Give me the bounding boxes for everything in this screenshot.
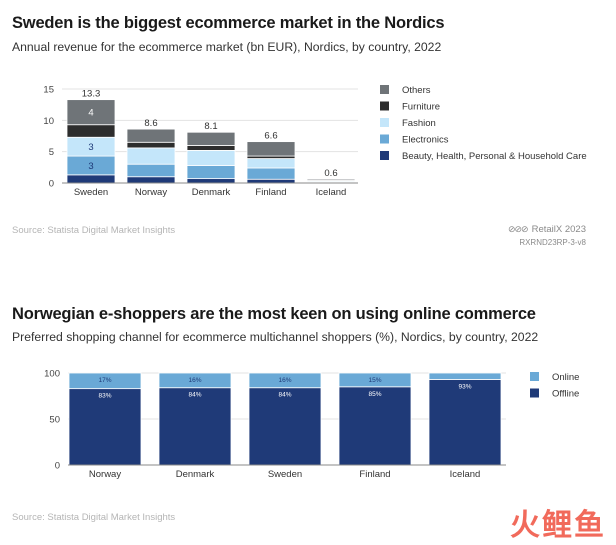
chart1-bar-electronics	[126, 163, 176, 178]
chart1-category-label: Denmark	[192, 187, 231, 198]
chart2-legend-label: Online	[552, 372, 579, 383]
chart1-legend-label: Furniture	[402, 102, 440, 113]
chart2-data-label: 16%	[278, 377, 291, 384]
chart1-category-label: Iceland	[316, 187, 347, 198]
chart2-bar-offline	[158, 387, 232, 466]
chart1-bar-furniture	[66, 124, 116, 138]
chart2-bar-online	[248, 372, 322, 389]
chart2-bar-offline	[338, 386, 412, 466]
chart2-ytick-label: 100	[44, 369, 60, 380]
chart2-category-label: Denmark	[176, 469, 215, 480]
chart2-category-label: Sweden	[268, 469, 302, 480]
chart1-bar-fashion	[126, 147, 176, 165]
chart1-bar-beauty-health-personal-household-care	[186, 178, 236, 184]
chart2-ytick-label: 50	[49, 415, 60, 426]
chart2-bar-online	[68, 372, 142, 390]
chart1-total-label: 13.3	[82, 89, 101, 100]
chart1-bar-fashion	[246, 158, 296, 169]
chart2-plot: 0 50 100 83% 17% Norway 84% 16% Denmark 84% 16% Swe…	[44, 369, 579, 481]
chart2-title: Norwegian e-shoppers are the most keen o…	[12, 305, 536, 323]
chart1-legend-swatch	[380, 101, 389, 111]
chart1-bar-others	[126, 128, 176, 143]
retailx-logo-icon: ⊘⊘⊘	[507, 224, 529, 234]
chart2-bar-online	[428, 372, 502, 380]
chart1-code: RXRND23RP-3-v8	[519, 238, 586, 247]
chart1-total-label: 8.6	[144, 118, 157, 129]
chart2-category-label: Iceland	[450, 469, 481, 480]
chart1-bar-beauty-health-personal-household-care	[246, 178, 296, 184]
chart2-bar-offline	[428, 379, 502, 466]
chart2-data-label: 84%	[278, 392, 291, 399]
chart1-legend-label: Beauty, Health, Personal & Household Car…	[402, 151, 587, 162]
chart1-total-label: 8.1	[204, 121, 217, 132]
chart1-legend-swatch	[380, 134, 389, 144]
chart2-source: Source: Statista Digital Market Insights	[12, 512, 176, 523]
chart1-bar-others	[186, 131, 236, 146]
chart2-data-label: 17%	[98, 377, 111, 384]
chart2-legend-swatch	[530, 372, 539, 381]
chart1-bar-others	[66, 99, 116, 126]
chart1-legend-label: Fashion	[402, 118, 436, 129]
chart1-brand: ⊘⊘⊘ RetailX 2023	[508, 224, 586, 235]
chart1-category-label: Norway	[135, 187, 167, 198]
chart1-bar-others	[246, 141, 296, 157]
chart1-source: Source: Statista Digital Market Insights	[12, 225, 176, 236]
chart1-category-label: Sweden	[74, 187, 108, 198]
chart2-category-label: Finland	[359, 469, 390, 480]
chart1-bar-electronics	[246, 167, 296, 180]
chart1-legend-swatch	[380, 85, 389, 94]
chart2-subtitle: Preferred shopping channel for ecommerce…	[12, 330, 539, 344]
chart1-segment-label: 4	[88, 108, 93, 119]
chart2-bar-offline	[248, 387, 322, 466]
chart1-bar-others	[306, 178, 356, 181]
chart2-bar-offline	[68, 388, 142, 466]
chart1-ytick-label: 15	[43, 85, 54, 96]
chart1-segment-label: 3	[88, 161, 93, 172]
chart1-legend-label: Electronics	[402, 135, 449, 146]
chart1-legend-swatch	[380, 151, 389, 160]
chart1-bar-fashion	[186, 150, 236, 166]
chart1-segment-label: 3	[88, 142, 93, 153]
chart1-ytick-label: 0	[49, 179, 54, 190]
chart2-data-label: 83%	[98, 393, 111, 400]
chart1-total-label: 0.6	[324, 168, 337, 179]
chart1-plot: 0 5 10 15 3 3 4 13.3 Sweden 8.6 Norway 8.1 Denmark 6.…	[43, 85, 587, 199]
chart1-total-label: 6.6	[264, 131, 277, 142]
chart2-category-label: Norway	[89, 469, 121, 480]
chart2-legend-swatch	[530, 388, 539, 398]
chart1-bar-furniture	[186, 145, 236, 151]
chart1-ytick-label: 5	[49, 147, 54, 158]
chart1-ytick-label: 10	[43, 116, 54, 127]
chart1-bar-beauty-health-personal-household-care	[66, 174, 116, 184]
chart2-ytick-label: 0	[55, 461, 60, 472]
chart2-data-label: 15%	[368, 377, 381, 384]
chart1-bar-furniture	[126, 141, 176, 149]
chart1-category-label: Finland	[255, 187, 286, 198]
chart1-subtitle: Annual revenue for the ecommerce market …	[12, 40, 442, 54]
chart1-brand-text: RetailX 2023	[531, 224, 586, 235]
chart2-data-label: 93%	[458, 383, 471, 390]
chart1-title: Sweden is the biggest ecommerce market i…	[12, 14, 445, 32]
chart2-bar-online	[158, 372, 232, 389]
watermark-logo: 火鲤鱼	[510, 509, 606, 542]
chart1-legend-swatch	[380, 118, 389, 127]
chart2-legend-label: Offline	[552, 389, 579, 400]
chart2-bar-online	[338, 372, 412, 388]
chart1-bar-electronics	[186, 165, 236, 180]
chart1-bar-beauty-health-personal-household-care	[126, 176, 176, 184]
chart1-legend-label: Others	[402, 85, 431, 96]
chart2-data-label: 85%	[368, 391, 381, 398]
chart2-data-label: 84%	[188, 392, 201, 399]
chart2-data-label: 16%	[188, 377, 201, 384]
